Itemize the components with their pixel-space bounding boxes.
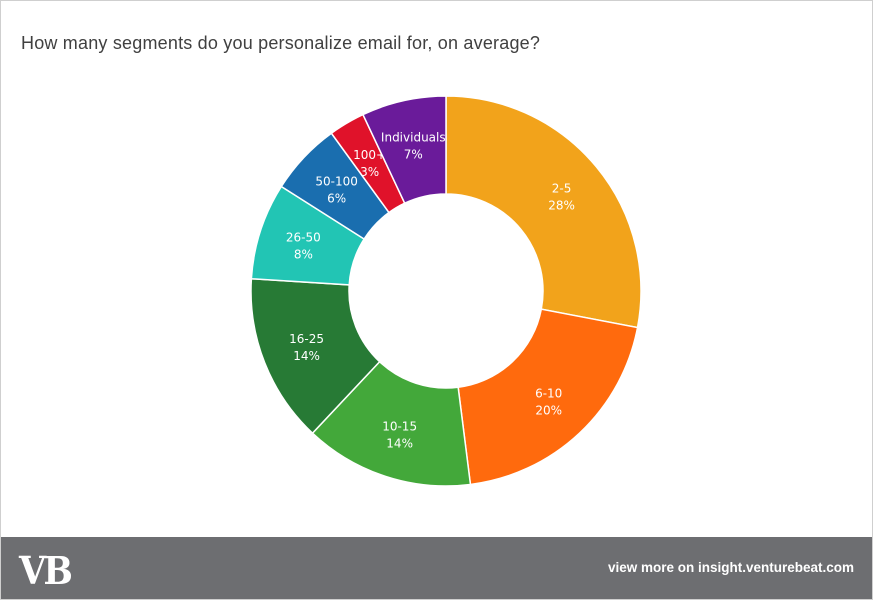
slice-6-10 <box>457 308 639 486</box>
slice-value-label: 6% <box>327 191 346 205</box>
slice-value-label: 20% <box>535 403 562 417</box>
slice-value-label: 8% <box>294 248 313 262</box>
slice-category-label: Individuals <box>381 131 446 145</box>
slice-category-label: 6-10 <box>535 386 562 400</box>
slice-category-label: 50-100 <box>315 174 358 188</box>
slice-individuals <box>361 95 447 205</box>
donut-chart: 2-5 28% 6-10 20% 10-15 14% 16-25 14% 26-50 8% 50-1… <box>250 95 642 487</box>
slice-category-label: 16-25 <box>289 332 324 346</box>
slice-value-label: 3% <box>360 165 379 179</box>
slice-category-label: 100+ <box>353 148 386 162</box>
slice-value-label: 14% <box>386 437 413 451</box>
venturebeat-logo[interactable]: VB <box>19 548 73 593</box>
slice-category-label: 2-5 <box>552 181 572 195</box>
chart-title: How many segments do you personalize ema… <box>21 33 541 53</box>
slice-category-label: 26-50 <box>286 231 321 245</box>
slice-value-label: 28% <box>548 198 575 212</box>
slice-category-label: 10-15 <box>382 420 417 434</box>
slice-value-label: 7% <box>404 148 423 162</box>
slice-2-5 <box>445 95 642 329</box>
insight-link[interactable]: view more on insight.venturebeat.com <box>607 560 854 575</box>
slice-value-label: 14% <box>293 349 320 363</box>
footer-bar: VB view more on insight.venturebeat.com <box>1 537 872 599</box>
